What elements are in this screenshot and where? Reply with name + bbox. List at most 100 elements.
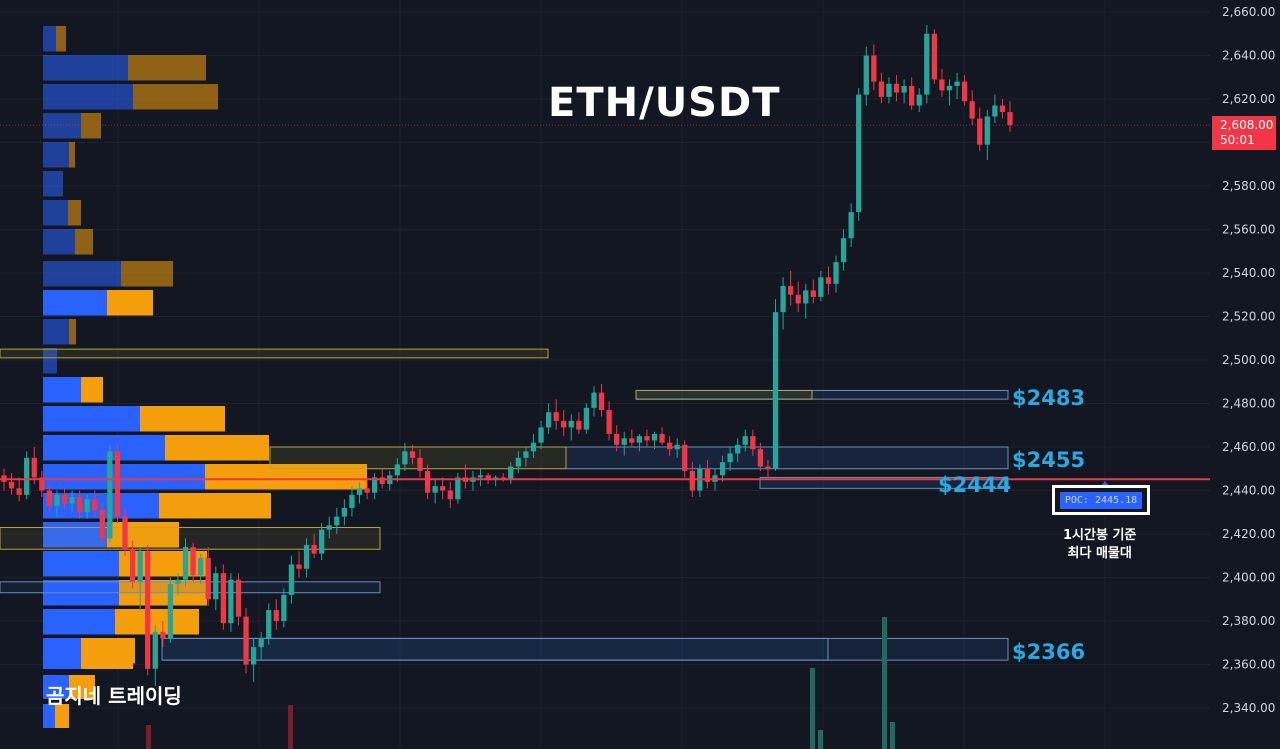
candle-body <box>772 312 779 469</box>
candle-body <box>281 594 287 621</box>
zone-2395 <box>0 581 381 594</box>
candle-body <box>402 451 408 465</box>
volume-profile-buy-bar <box>43 200 68 226</box>
volume-profile-buy-bar <box>43 464 205 490</box>
candle-body <box>916 94 922 106</box>
volume-profile-sell-bar <box>81 645 133 669</box>
volume-bar <box>818 730 823 749</box>
candle-body <box>614 433 620 445</box>
candle-body <box>508 466 514 480</box>
y-tick-label: 2,580.00 <box>1222 179 1275 193</box>
volume-profile-buy-bar <box>43 319 69 345</box>
candle-body <box>440 486 446 491</box>
candle-body <box>409 451 416 458</box>
candle-body <box>39 477 45 491</box>
candle-body <box>568 420 574 428</box>
candlesticks <box>1 25 1013 687</box>
candle-body <box>341 507 348 517</box>
volume-profile-buy-bar <box>43 261 121 287</box>
candle-body <box>220 573 227 624</box>
y-tick-label: 2,560.00 <box>1222 223 1275 237</box>
candle-body <box>629 438 635 443</box>
volume-profile-buy-bar <box>43 348 57 374</box>
candle-body <box>288 564 295 595</box>
candle-body <box>379 477 385 484</box>
candle-body <box>371 477 378 493</box>
candle-body <box>477 475 484 478</box>
watermark: 곰지네 트레이딩 <box>46 684 182 708</box>
level-label-2444: $2444 <box>938 473 1012 497</box>
candle-body <box>659 433 665 443</box>
volume-profile-sell-bar <box>56 26 66 52</box>
volume-profile-buy-bar <box>43 113 81 139</box>
y-tick-label: 2,440.00 <box>1222 484 1275 498</box>
candle-body <box>977 118 983 145</box>
volume-profile-sell-bar <box>107 522 179 548</box>
y-tick-label: 2,640.00 <box>1222 49 1275 63</box>
candle-body <box>810 290 816 297</box>
volume-profile-buy-bar <box>43 26 56 52</box>
candle-body <box>750 436 756 450</box>
candle-body <box>311 544 317 554</box>
candle-body <box>8 481 15 489</box>
candle-body <box>735 444 741 454</box>
candle-body <box>598 392 605 411</box>
candle-body <box>92 499 98 511</box>
y-tick-label: 2,540.00 <box>1222 266 1275 280</box>
candle-body <box>114 451 121 517</box>
y-tick-label: 2,500.00 <box>1222 353 1275 367</box>
volume-bar <box>882 617 887 749</box>
candle-body <box>145 551 151 669</box>
candle-body <box>825 277 832 284</box>
chart-title: ETH/USDT <box>548 80 781 126</box>
candle-body <box>553 412 559 421</box>
volume-profile-buy-bar <box>43 645 81 669</box>
y-tick-label: 2,620.00 <box>1222 92 1275 106</box>
candle-body <box>704 468 711 482</box>
candle-body <box>636 436 643 443</box>
candle-body <box>833 262 839 284</box>
volume-profile <box>43 26 367 728</box>
zone-2503 <box>0 348 549 359</box>
volume-profile-buy-bar <box>43 377 81 403</box>
candle-body <box>689 470 695 491</box>
candle-body <box>122 516 128 550</box>
support-resistance-zones <box>0 348 1009 661</box>
poc-line <box>0 124 1210 487</box>
candle-body <box>198 557 204 576</box>
candle-body <box>576 420 582 430</box>
candle-body <box>46 490 53 506</box>
candle-body <box>61 494 68 504</box>
candle-body <box>160 631 166 639</box>
volume-profile-buy-bar <box>43 84 133 110</box>
candle-body <box>606 410 612 434</box>
candle-body <box>780 286 786 313</box>
candle-body <box>871 55 877 82</box>
volume-profile-sell-bar <box>107 290 153 316</box>
candle-body <box>175 579 181 585</box>
candle-body <box>243 616 249 665</box>
poc-note-line2: 최다 매물대 <box>1067 546 1132 561</box>
candle-body <box>515 457 521 467</box>
candle-body <box>485 475 491 480</box>
candle-body <box>76 497 83 513</box>
volume-profile-buy-bar <box>43 704 55 728</box>
price-axis[interactable]: 2,340.00 2,360.00 2,380.00 2,400.00 2,420.00… <box>1222 5 1275 715</box>
volume-bar <box>810 668 815 749</box>
candle-body <box>1007 112 1013 126</box>
candle-body <box>863 55 869 95</box>
candle-body <box>909 85 915 106</box>
countdown: 50:01 <box>1220 133 1255 147</box>
y-tick-label: 2,400.00 <box>1222 571 1275 585</box>
volume-profile-buy-bar <box>43 406 140 432</box>
candle-body <box>530 442 537 452</box>
candle-body <box>364 488 370 493</box>
poc-note: 1시간봉 기준 최다 매물대 <box>1063 527 1136 563</box>
volume-profile-buy-bar <box>43 229 75 255</box>
poc-label-box: POC: 2445.18 <box>1052 485 1150 515</box>
candle-body <box>583 407 590 430</box>
candle-body <box>878 81 885 97</box>
last-price-tag: 2,608.00 50:01 <box>1212 116 1276 150</box>
candle-body <box>273 610 279 621</box>
